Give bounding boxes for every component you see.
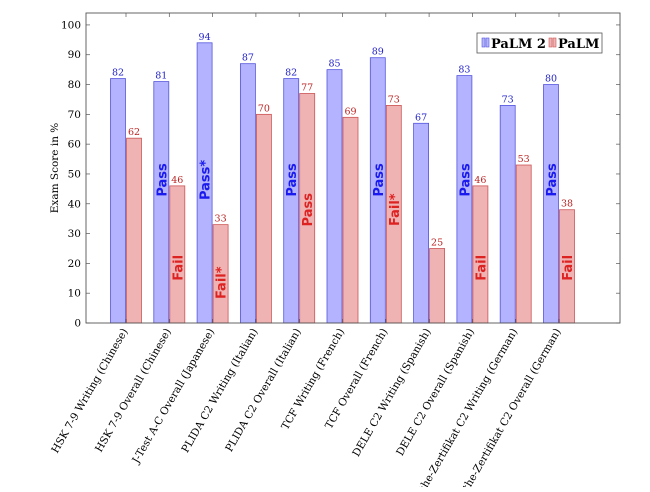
y-tick-label: 20: [68, 258, 81, 270]
bar-annotation: Fail: [474, 255, 489, 281]
legend-label-palm: PaLM: [558, 37, 599, 52]
bar-palm2: [413, 122, 430, 324]
y-tick-label: 30: [68, 228, 81, 240]
bar-palm2: [326, 69, 343, 324]
data-label: 81: [155, 71, 167, 82]
y-tick-label: 0: [74, 318, 81, 330]
x-tick-label: HSK 7-9 Writing (Chinese): [49, 327, 130, 456]
x-tick-label: DELE C2 Writing (Spanish): [350, 327, 433, 459]
bar-palm: [472, 185, 489, 324]
x-tick-label: DELE C2 Overall (Spanish): [394, 327, 477, 458]
y-tick-label: 80: [68, 79, 81, 91]
legend: [476, 32, 603, 54]
bar-palm: [126, 137, 142, 324]
bar-palm2: [239, 63, 256, 324]
y-tick-label: 100: [61, 19, 81, 31]
data-label: 46: [474, 175, 486, 186]
data-label: 38: [561, 199, 573, 210]
plot-frame: [85, 12, 621, 324]
data-label: 83: [458, 65, 470, 76]
bar-palm: [515, 164, 532, 324]
bar-palm2: [110, 78, 126, 324]
y-tick-label: 60: [68, 139, 81, 151]
bar-palm: [169, 185, 186, 324]
y-tick-label: 10: [68, 288, 81, 300]
bar-annotation: Pass: [301, 193, 316, 227]
data-label: 33: [215, 214, 227, 225]
data-label: 62: [128, 127, 140, 138]
data-label: 85: [328, 59, 340, 70]
data-label: 46: [171, 175, 183, 186]
bar-palm2: [499, 105, 516, 324]
bar-annotation: Fail*: [215, 266, 230, 299]
data-label: 25: [431, 237, 443, 248]
legend-swatch-palm2: [481, 37, 486, 48]
data-label: 89: [372, 47, 384, 58]
y-tick-label: 90: [68, 49, 81, 61]
legend-swatch-palm2: [485, 37, 490, 48]
bar-annotation: Pass: [285, 163, 300, 197]
x-tick-label: HSK 7-9 Overall (Chinese): [93, 327, 174, 455]
bar-palm2: [153, 81, 170, 324]
bar-palm: [342, 116, 359, 324]
bar-annotation: Pass*: [199, 160, 214, 200]
y-tick-label: 50: [68, 168, 81, 180]
bar-annotation: Fail: [171, 255, 186, 281]
x-tick-label: PLIDA C2 Overall (Italian): [223, 327, 304, 454]
data-label: 82: [112, 68, 124, 79]
bar-palm2: [543, 84, 559, 324]
data-label: 77: [301, 82, 313, 93]
y-tick-label: 40: [68, 198, 81, 210]
data-label: 53: [518, 154, 530, 165]
data-label: 82: [285, 68, 297, 79]
bar-annotation: Fail: [561, 255, 576, 281]
legend-label-palm2: PaLM 2: [491, 37, 546, 52]
x-tick-label: J-Test A-C Overall (Japanese): [130, 327, 218, 467]
y-tick-label: 70: [68, 109, 81, 121]
legend-swatch-palm: [552, 37, 557, 48]
data-label: 67: [415, 112, 427, 123]
bar-palm: [429, 248, 446, 324]
data-label: 73: [502, 94, 514, 105]
bar-palm2: [283, 78, 300, 324]
bar-annotation: Fail*: [388, 193, 403, 226]
bar-annotation: Pass: [545, 163, 560, 197]
data-label: 80: [545, 74, 557, 85]
bar-annotation: Pass: [372, 163, 387, 197]
bar-annotation: Pass: [458, 163, 473, 197]
data-label: 70: [258, 103, 270, 114]
bar-palm: [255, 113, 272, 324]
y-axis-label: Exam Score in %: [49, 123, 61, 214]
data-label: 94: [199, 32, 211, 43]
data-label: 87: [242, 53, 254, 64]
x-tick-label: PLIDA C2 Writing (Italian): [179, 327, 260, 455]
data-label: 69: [344, 106, 356, 117]
bar-annotation: Pass: [155, 163, 170, 197]
bar-palm2: [456, 75, 473, 324]
data-label: 73: [388, 94, 400, 105]
legend-swatch-palm: [548, 37, 553, 48]
